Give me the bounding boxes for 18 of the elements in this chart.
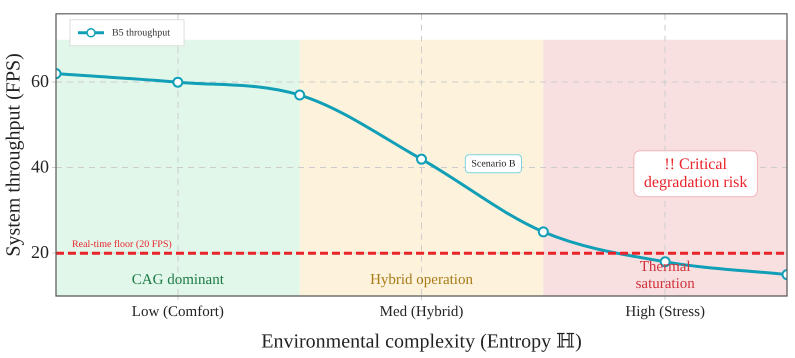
y-tick-label: 20: [31, 242, 49, 262]
ref-line-label: Real-time floor (20 FPS): [72, 238, 172, 250]
y-tick-label: 60: [31, 70, 49, 91]
annotation: !! Critical degradation risk: [644, 156, 748, 192]
x-axis-title: Environmental complexity (Entropy ℍ): [261, 330, 582, 352]
point: [294, 90, 306, 101]
x-tick-label: Low (Comfort): [132, 304, 224, 320]
point: [172, 76, 184, 88]
x-tick-label: Med (Hybrid): [380, 304, 464, 320]
point: [538, 226, 549, 238]
annotation: Scenario B: [471, 158, 516, 170]
legend-label: B5 throughput: [112, 27, 170, 38]
y-axis-title: System throughput (FPS): [2, 53, 24, 257]
annotation: CAG dominant: [132, 272, 225, 288]
point: [416, 154, 427, 165]
y-tick-label: 40: [31, 156, 49, 176]
x-tick-label: High (Stress): [625, 304, 705, 320]
annotation: Hybrid operation: [370, 272, 474, 288]
